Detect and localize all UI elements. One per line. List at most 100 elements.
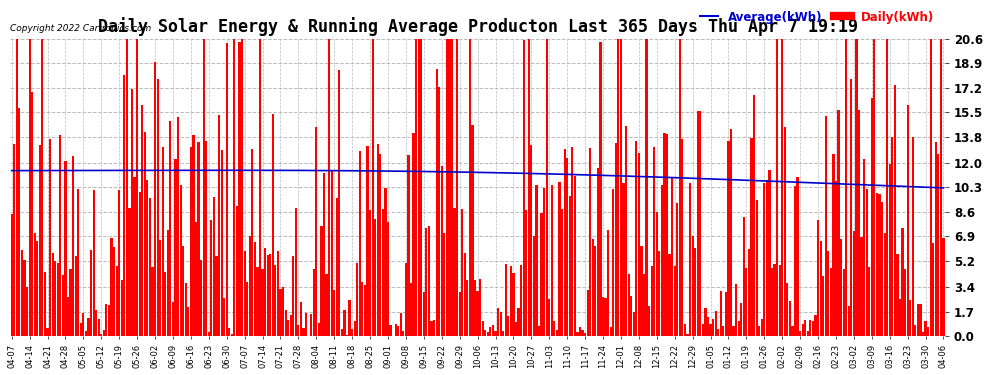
Bar: [16, 39, 18, 336]
Bar: [558, 182, 560, 336]
Bar: [400, 313, 402, 336]
Bar: [868, 267, 870, 336]
Bar: [660, 185, 663, 336]
Bar: [789, 301, 791, 336]
Bar: [358, 151, 361, 336]
Bar: [518, 308, 520, 336]
Bar: [933, 243, 935, 336]
Bar: [750, 138, 752, 336]
Bar: [799, 331, 801, 336]
Bar: [136, 39, 139, 336]
Bar: [641, 246, 643, 336]
Bar: [331, 171, 333, 336]
Bar: [563, 148, 565, 336]
Bar: [778, 265, 781, 336]
Bar: [914, 325, 917, 336]
Bar: [584, 333, 586, 336]
Bar: [833, 154, 835, 336]
Bar: [248, 236, 250, 336]
Bar: [581, 330, 584, 336]
Bar: [579, 327, 581, 336]
Bar: [92, 190, 95, 336]
Bar: [715, 310, 717, 336]
Bar: [845, 39, 847, 336]
Bar: [82, 313, 84, 336]
Bar: [428, 226, 430, 336]
Bar: [116, 266, 118, 336]
Bar: [144, 132, 146, 336]
Bar: [213, 197, 215, 336]
Bar: [384, 188, 386, 336]
Bar: [185, 283, 187, 336]
Bar: [413, 133, 415, 336]
Title: Daily Solar Energy & Running Average Producton Last 365 Days Thu Apr 7 19:19: Daily Solar Energy & Running Average Pro…: [98, 16, 857, 36]
Bar: [502, 331, 504, 336]
Bar: [395, 324, 397, 336]
Bar: [822, 276, 825, 336]
Bar: [54, 261, 56, 336]
Bar: [835, 182, 838, 336]
Bar: [274, 266, 276, 336]
Bar: [735, 284, 738, 336]
Bar: [179, 185, 182, 336]
Bar: [638, 153, 640, 336]
Bar: [942, 238, 944, 336]
Bar: [402, 331, 405, 336]
Bar: [668, 254, 670, 336]
Bar: [29, 39, 31, 336]
Bar: [633, 312, 635, 336]
Bar: [469, 39, 471, 336]
Bar: [865, 189, 868, 336]
Bar: [39, 145, 41, 336]
Bar: [239, 42, 241, 336]
Bar: [290, 315, 292, 336]
Bar: [433, 320, 436, 336]
Bar: [717, 329, 720, 336]
Bar: [129, 207, 131, 336]
Bar: [461, 209, 463, 336]
Bar: [807, 331, 809, 336]
Bar: [730, 129, 733, 336]
Bar: [397, 326, 399, 336]
Bar: [164, 272, 166, 336]
Bar: [643, 274, 645, 336]
Bar: [47, 328, 49, 336]
Bar: [599, 42, 602, 336]
Bar: [121, 280, 123, 336]
Bar: [935, 142, 937, 336]
Bar: [760, 320, 763, 336]
Bar: [153, 62, 156, 336]
Bar: [266, 255, 268, 336]
Bar: [873, 39, 875, 336]
Bar: [878, 194, 880, 336]
Bar: [510, 266, 512, 336]
Bar: [925, 321, 927, 336]
Bar: [69, 269, 71, 336]
Bar: [781, 39, 783, 336]
Bar: [67, 297, 69, 336]
Bar: [123, 75, 126, 336]
Bar: [784, 127, 786, 336]
Bar: [420, 39, 423, 336]
Bar: [448, 39, 450, 336]
Bar: [369, 210, 371, 336]
Bar: [139, 192, 141, 336]
Bar: [623, 183, 625, 336]
Bar: [277, 251, 279, 336]
Bar: [44, 272, 47, 336]
Bar: [494, 331, 497, 336]
Bar: [771, 267, 773, 336]
Bar: [426, 228, 428, 336]
Bar: [292, 256, 294, 336]
Bar: [169, 121, 171, 336]
Bar: [108, 305, 110, 336]
Bar: [525, 210, 528, 336]
Bar: [105, 303, 108, 336]
Bar: [172, 302, 174, 336]
Bar: [441, 166, 443, 336]
Bar: [147, 180, 148, 336]
Bar: [302, 328, 305, 336]
Bar: [804, 320, 806, 336]
Bar: [166, 231, 169, 336]
Bar: [344, 310, 346, 336]
